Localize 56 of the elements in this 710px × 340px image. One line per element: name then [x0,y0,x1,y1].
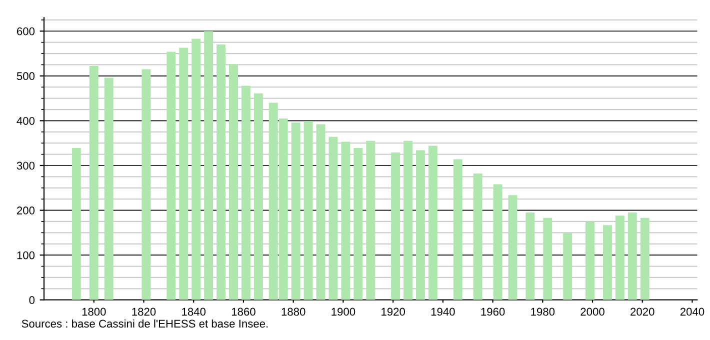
bar [254,93,263,300]
bar [493,184,502,300]
bar [316,124,326,300]
bar [508,195,518,300]
bar [142,69,151,300]
x-tick-label: 2040 [680,308,704,316]
y-tick-label: 300 [16,162,35,170]
bar [428,146,438,300]
bar [216,44,226,300]
y-tick-label: 200 [17,206,35,214]
x-tick-label: 1980 [531,308,555,316]
bar [366,140,376,300]
y-tick-label: 100 [17,251,35,260]
x-tick-label: 1960 [481,308,505,316]
bar [291,122,300,300]
bar [563,233,572,300]
bar [241,86,250,300]
bar [526,212,535,300]
x-tick-label: 1920 [382,308,405,316]
bar [328,136,338,300]
bar [628,212,637,300]
bar [72,148,81,300]
bar [204,31,214,300]
x-tick-label: 1860 [232,308,256,316]
bar [543,218,552,300]
bar [586,221,595,300]
x-tick-label: 1940 [431,308,455,316]
source-note: Sources : base Cassini de l'EHESS et base Insee. [22,319,268,328]
bar [473,174,482,300]
bar [229,64,238,300]
bar [453,159,462,300]
x-tick-label: 1800 [82,308,106,316]
x-tick-label: 2020 [630,308,654,316]
bar [602,225,612,300]
bar [192,38,201,300]
x-tick-label: 1880 [282,308,306,316]
bar [104,78,114,300]
x-tick-label: 1840 [182,308,206,316]
x-tick-label: 1820 [132,308,156,316]
bar [640,218,650,300]
bar [166,52,176,300]
y-tick-label: 500 [16,72,35,80]
x-tick-label: 2000 [580,308,604,316]
bar [391,152,400,300]
x-tick-label: 1900 [332,308,356,316]
bar [179,48,188,300]
bar [304,121,313,300]
y-tick-label: 0 [29,296,35,304]
bar [354,148,363,300]
y-tick-label: 600 [17,27,35,36]
y-tick-label: 400 [16,116,35,125]
bar [615,216,624,300]
bar [341,142,350,300]
bar [416,150,425,300]
bar [89,66,98,300]
bar [404,140,413,300]
